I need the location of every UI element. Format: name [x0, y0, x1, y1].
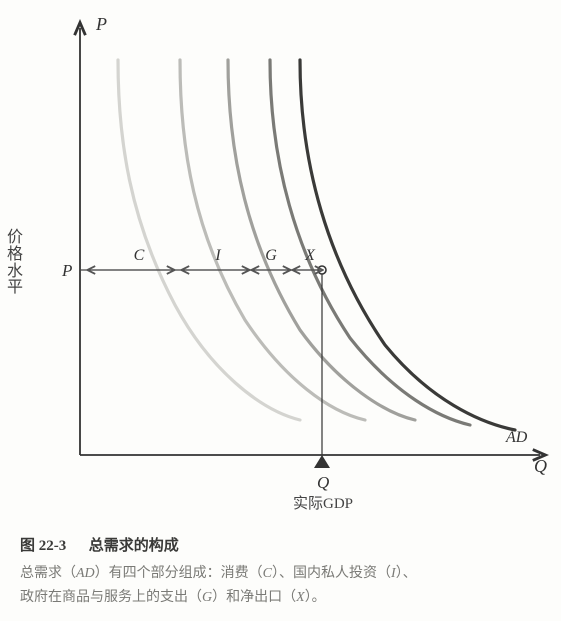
- p-tick-label: P: [61, 261, 72, 280]
- segment-label-c: C: [134, 247, 145, 264]
- figure-number: 图 22-3: [20, 538, 66, 554]
- q-tick-label: Q: [317, 473, 329, 492]
- y-axis-label: P: [95, 14, 107, 34]
- segment-label-x: X: [304, 247, 316, 264]
- y-axis-title: 价格水平: [6, 230, 24, 297]
- figure-title: 总需求的构成: [89, 538, 179, 554]
- ad-label: AD: [505, 429, 528, 446]
- x-axis-title: 实际GDP: [293, 495, 353, 512]
- figure-caption: 总需求（AD）有四个部分组成：消费（C）、国内私人投资（I）、 政府在商品与服务…: [20, 562, 541, 610]
- figure-title-row: 图 22-3 总需求的构成: [20, 534, 179, 555]
- x-axis-label: Q: [534, 456, 547, 476]
- curve-x: [270, 60, 470, 425]
- segment-label-g: G: [265, 247, 277, 264]
- ad-composition-chart: P Q P Q 实际GDP C I G X AD: [0, 0, 561, 520]
- segment-label-i: I: [214, 247, 221, 264]
- q-marker: [314, 455, 330, 468]
- curve-ad: [300, 60, 515, 430]
